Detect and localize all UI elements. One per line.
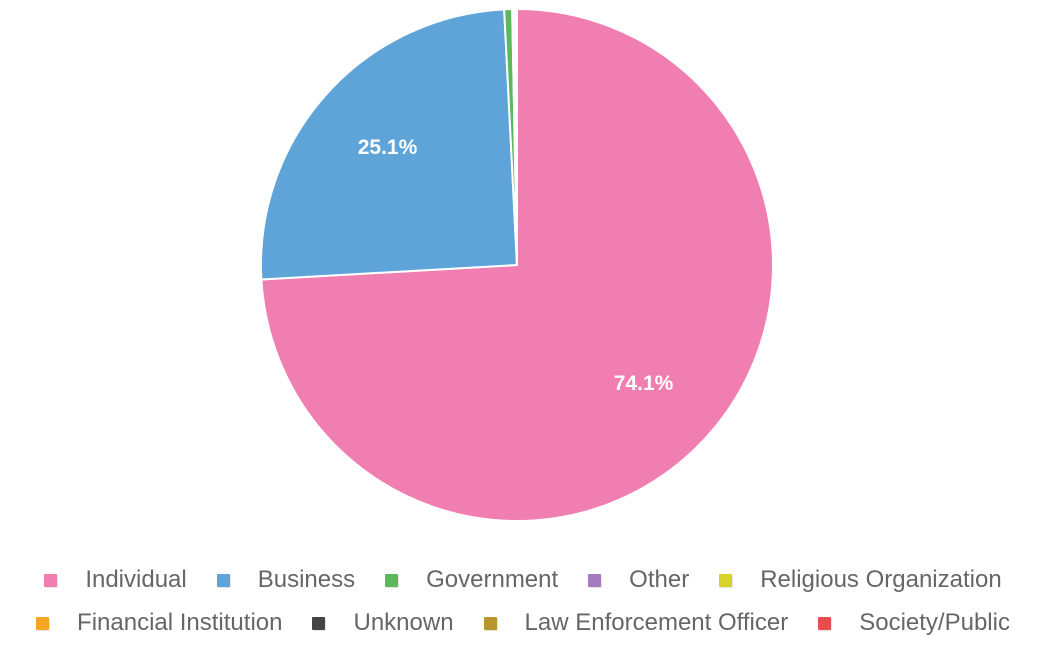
legend-item-religious-organization[interactable]: Religious Organization [719,566,1002,594]
legend-item-unknown[interactable]: Unknown [312,609,454,637]
legend-label: Society/Public [859,609,1010,636]
legend-swatch [719,573,733,587]
legend-swatch [818,616,832,630]
legend-label: Individual [85,566,187,593]
legend-row-1: Individual Business Government Other Religio… [0,566,1046,594]
legend-row-2: Financial Institution Unknown Law Enforcem… [0,609,1046,637]
legend-item-law-enforcement-officer[interactable]: Law Enforcement Officer [483,609,789,637]
legend-item-society-public[interactable]: Society/Public [818,609,1010,637]
legend-label: Financial Institution [77,609,283,636]
data-label-business: 25.1% [358,136,418,159]
legend-item-individual[interactable]: Individual [44,566,187,594]
legend-swatch [588,573,602,587]
legend-swatch [483,616,497,630]
legend-swatch [385,573,399,587]
legend-label: Other [629,566,690,593]
legend-swatch [36,616,50,630]
legend-label: Business [257,566,356,593]
legend-item-business[interactable]: Business [216,566,356,594]
pie-slice-business[interactable] [260,8,519,281]
legend-item-financial-institution[interactable]: Financial Institution [36,609,282,637]
legend-label: Government [426,566,559,593]
legend-item-other[interactable]: Other [588,566,689,594]
legend-label: Law Enforcement Officer [524,609,789,636]
pie-chart-svg: 74.1% 25.1% [260,7,774,522]
legend-item-government[interactable]: Government [385,566,558,594]
legend-label: Unknown [353,609,454,636]
legend-swatch [216,573,230,587]
legend-label: Religious Organization [760,566,1002,593]
legend-swatch [44,573,58,587]
data-label-individual: 74.1% [614,372,674,395]
legend-swatch [312,616,326,630]
